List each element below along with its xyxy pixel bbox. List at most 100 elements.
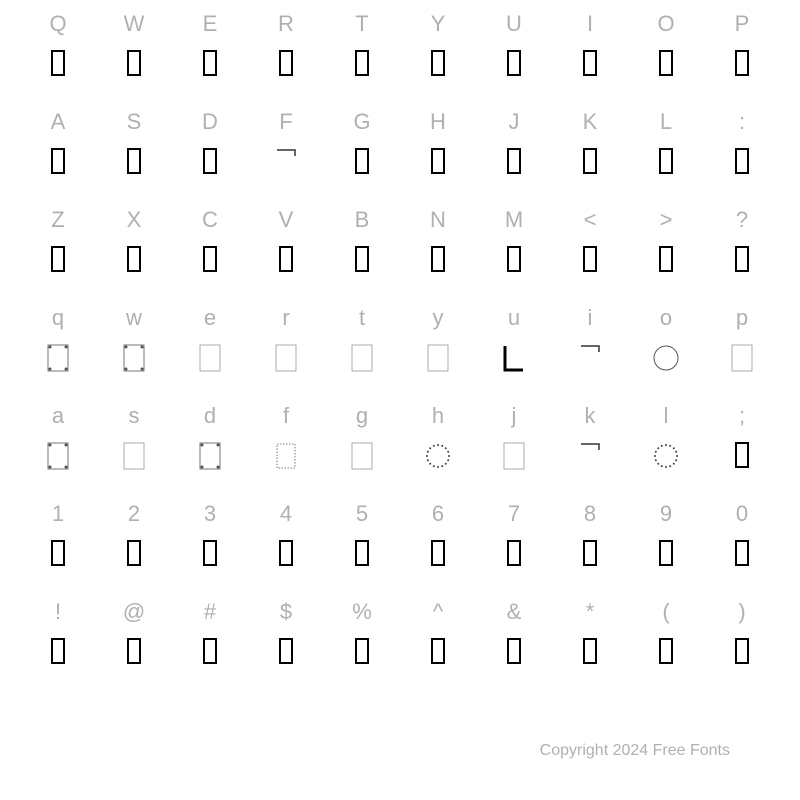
glyph <box>348 442 376 470</box>
charmap-cell: 2 <box>96 500 172 598</box>
glyph <box>279 50 293 76</box>
char-label: A <box>51 108 66 136</box>
charmap-cell: X <box>96 206 172 304</box>
char-label: I <box>587 10 593 38</box>
glyph <box>507 246 521 272</box>
char-label: t <box>359 304 365 332</box>
glyph <box>127 50 141 76</box>
charmap-cell: 6 <box>400 500 476 598</box>
char-label: Q <box>49 10 66 38</box>
char-label: ! <box>55 598 61 626</box>
charmap-cell: F <box>248 108 324 206</box>
copyright-text: Copyright 2024 Free Fonts <box>540 742 730 760</box>
char-label: B <box>355 206 370 234</box>
glyph <box>44 344 72 372</box>
glyph <box>355 246 369 272</box>
glyph <box>500 442 528 470</box>
glyph <box>507 540 521 566</box>
char-label: U <box>506 10 522 38</box>
charmap-cell: a <box>20 402 96 500</box>
char-label: q <box>52 304 64 332</box>
glyph <box>507 148 521 174</box>
charmap-cell: r <box>248 304 324 402</box>
glyph <box>735 246 749 272</box>
glyph <box>51 638 65 664</box>
glyph <box>659 148 673 174</box>
charmap-cell: N <box>400 206 476 304</box>
glyph <box>431 540 445 566</box>
char-label: * <box>586 598 595 626</box>
charmap-cell: q <box>20 304 96 402</box>
char-label: X <box>127 206 142 234</box>
charmap-cell: % <box>324 598 400 696</box>
charmap-cell: ( <box>628 598 704 696</box>
char-label: i <box>588 304 593 332</box>
glyph <box>203 638 217 664</box>
char-label: S <box>127 108 142 136</box>
charmap-cell: e <box>172 304 248 402</box>
glyph <box>272 344 300 372</box>
char-label: 2 <box>128 500 140 528</box>
glyph <box>355 148 369 174</box>
char-label: d <box>204 402 216 430</box>
charmap-cell: Y <box>400 10 476 108</box>
charmap-cell: Q <box>20 10 96 108</box>
glyph <box>735 148 749 174</box>
char-label: N <box>430 206 446 234</box>
charmap-cell: D <box>172 108 248 206</box>
glyph <box>203 246 217 272</box>
char-label: p <box>736 304 748 332</box>
char-label: j <box>512 402 517 430</box>
glyph <box>424 344 452 372</box>
charmap-cell: < <box>552 206 628 304</box>
charmap-cell: R <box>248 10 324 108</box>
charmap-cell: 9 <box>628 500 704 598</box>
charmap-cell: S <box>96 108 172 206</box>
char-label: 9 <box>660 500 672 528</box>
char-label: H <box>430 108 446 136</box>
charmap-cell: K <box>552 108 628 206</box>
char-label: k <box>585 402 596 430</box>
char-label: o <box>660 304 672 332</box>
glyph <box>735 638 749 664</box>
char-label: D <box>202 108 218 136</box>
charmap-cell: o <box>628 304 704 402</box>
char-label: r <box>282 304 289 332</box>
glyph <box>120 344 148 372</box>
char-label: R <box>278 10 294 38</box>
charmap-cell: J <box>476 108 552 206</box>
char-label: u <box>508 304 520 332</box>
charmap-cell: L <box>628 108 704 206</box>
glyph <box>127 638 141 664</box>
glyph <box>583 246 597 272</box>
charmap-cell: 5 <box>324 500 400 598</box>
charmap-cell: T <box>324 10 400 108</box>
charmap-cell: k <box>552 402 628 500</box>
charmap-cell: ? <box>704 206 780 304</box>
glyph <box>355 638 369 664</box>
char-label: L <box>660 108 672 136</box>
charmap-cell: # <box>172 598 248 696</box>
glyph <box>431 638 445 664</box>
charmap-cell: l <box>628 402 704 500</box>
char-label: K <box>583 108 598 136</box>
char-label: 7 <box>508 500 520 528</box>
glyph <box>576 442 604 470</box>
char-label: @ <box>123 598 145 626</box>
char-label: 3 <box>204 500 216 528</box>
glyph <box>120 442 148 470</box>
char-label: W <box>124 10 145 38</box>
glyph <box>51 540 65 566</box>
glyph <box>659 246 673 272</box>
charmap-cell: > <box>628 206 704 304</box>
char-label: w <box>126 304 142 332</box>
char-label: % <box>352 598 372 626</box>
char-label: 5 <box>356 500 368 528</box>
charmap-cell: 0 <box>704 500 780 598</box>
char-label: J <box>509 108 520 136</box>
glyph <box>652 344 680 372</box>
charmap-cell: W <box>96 10 172 108</box>
char-label: # <box>204 598 216 626</box>
glyph <box>51 148 65 174</box>
charmap-cell: : <box>704 108 780 206</box>
